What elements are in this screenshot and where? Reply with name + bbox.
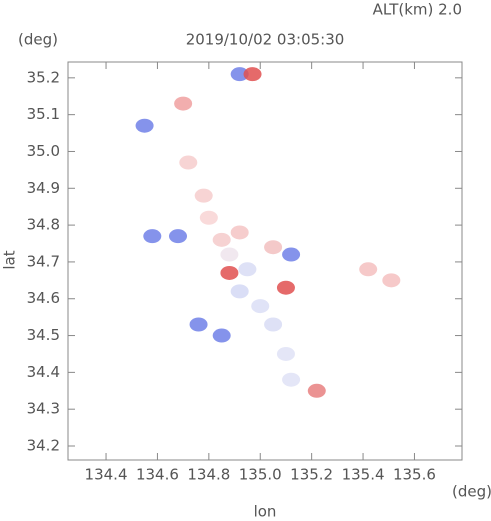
echo-blob	[282, 372, 301, 387]
echo-blob	[212, 328, 231, 343]
x-tick-label: 135.0	[239, 466, 282, 484]
echo-blob	[382, 273, 401, 288]
chart-title: 2019/10/02 03:05:30	[186, 31, 345, 49]
y-tick-label: 34.3	[27, 400, 60, 418]
y-tick-label: 35.1	[27, 105, 60, 123]
echo-blob	[230, 67, 249, 82]
y-tick-label: 34.9	[27, 179, 60, 197]
y-label: lat	[1, 250, 19, 269]
echo-blob	[199, 210, 218, 225]
y-tick-label: 34.4	[27, 363, 60, 381]
echo-blob	[276, 280, 295, 295]
echo-blob	[143, 229, 162, 244]
x-tick-label: 135.6	[393, 466, 436, 484]
y-tick-label: 34.5	[27, 326, 60, 344]
x-tick-label: 134.8	[187, 466, 230, 484]
y-tick-label: 34.7	[27, 252, 60, 270]
echo-blob	[169, 229, 188, 244]
echo-blob	[238, 262, 257, 277]
echo-blob	[282, 247, 301, 262]
echo-blob	[179, 155, 198, 170]
subtitle: ALT(km) 2.0	[373, 1, 462, 19]
echo-blob	[276, 346, 295, 361]
echo-blob	[135, 118, 154, 133]
echo-blob	[264, 317, 283, 332]
x-tick-label: 134.4	[85, 466, 128, 484]
echo-blob	[251, 299, 270, 314]
echo-blob	[212, 232, 231, 247]
echo-blob	[230, 284, 249, 299]
echo-blob	[359, 262, 378, 277]
echo-blob	[307, 383, 326, 398]
y-tick-label: 35.2	[27, 68, 60, 86]
echo-blob	[220, 247, 239, 262]
echo-blob	[264, 240, 283, 255]
x-unit: (deg)	[452, 483, 491, 501]
x-tick-label: 134.6	[136, 466, 179, 484]
plot-frame	[67, 61, 463, 461]
echo-blob	[243, 67, 262, 82]
y-tick-label: 34.2	[27, 437, 60, 455]
x-tick-label: 135.4	[342, 466, 385, 484]
y-tick-label: 34.6	[27, 289, 60, 307]
y-tick-label: 35.0	[27, 142, 60, 160]
echo-blob	[220, 265, 239, 280]
echo-blob	[189, 317, 208, 332]
echo-blob	[194, 188, 213, 203]
y-tick-label: 34.8	[27, 216, 60, 234]
echo-blob	[174, 96, 193, 111]
x-tick-label: 135.2	[290, 466, 333, 484]
echo-blob	[230, 225, 249, 240]
y-unit: (deg)	[18, 31, 58, 49]
x-label: lon	[254, 503, 277, 521]
